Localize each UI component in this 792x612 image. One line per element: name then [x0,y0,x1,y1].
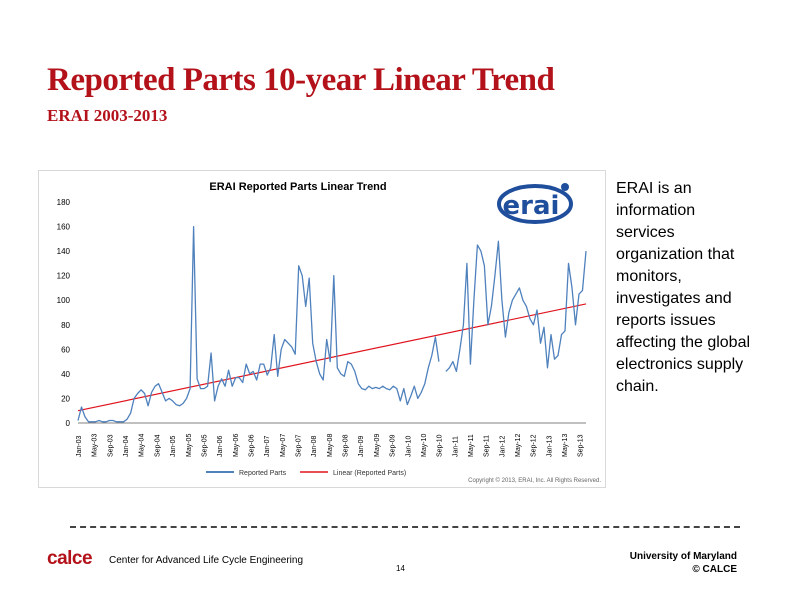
footer-copyright: © CALCE [692,564,737,575]
x-tick-label: Jan-04 [123,435,130,457]
x-tick-label: Jan-03 [76,435,83,457]
y-tick-label: 100 [57,296,71,305]
x-tick-label: May-06 [233,434,240,457]
y-tick-label: 120 [57,272,71,281]
x-tick-label: Sep-11 [484,435,491,457]
x-tick-label: May-11 [468,434,475,457]
y-tick-label: 0 [66,419,71,428]
x-tick-label: Sep-06 [248,434,255,457]
x-tick-label: Jan-06 [217,435,224,457]
erai-logo-ring [497,184,573,224]
chart-title: ERAI Reported Parts Linear Trend [209,181,386,193]
x-tick-label: Sep-07 [296,434,303,457]
erai-logo: erai [497,183,573,224]
x-tick-label: May-04 [139,434,146,457]
series-line-reported-parts [77,225,440,423]
x-tick-label: Jan-13 [546,435,553,457]
y-tick-label: 60 [61,345,70,354]
erai-logo-text: erai [503,191,560,221]
x-tick-label: Sep-12 [531,434,538,457]
x-tick-label: Sep-10 [437,434,444,457]
chart-figure: ERAI Reported Parts Linear Trend erai 0 2… [38,170,606,488]
y-tick-label: 80 [61,321,70,330]
x-tick-label: Sep-09 [390,434,397,457]
x-tick-label: May-08 [327,434,334,457]
x-tick-label: Sep-03 [107,434,114,457]
slide-title: Reported Parts 10-year Linear Trend [47,62,555,98]
x-tick-label: Sep-13 [578,434,585,457]
x-tick-label: May-03 [92,434,99,457]
x-tick-label: Jan-05 [170,435,177,457]
x-tick-label: May-12 [515,434,522,457]
y-tick-label: 20 [61,394,70,403]
x-tick-label: May-05 [186,434,193,457]
x-tick-label: May-13 [562,434,569,457]
y-tick-label: 140 [57,247,71,256]
y-tick-label: 160 [57,223,71,232]
calce-logo: calce [47,548,93,569]
slide-subtitle: ERAI 2003-2013 [47,106,168,125]
x-tick-label: Jan-07 [264,435,271,457]
x-tick-label: May-07 [280,434,287,457]
chart-copyright: Copyright © 2013, ERAI, Inc. All Rights … [468,477,601,484]
x-tick-label: Jan-12 [499,435,506,457]
series-line-reported-parts [445,240,587,373]
chart-frame [38,170,606,488]
erai-description: ERAI is an information services organiza… [616,180,751,395]
x-tick-label: May-10 [421,434,428,457]
trend-chart: ERAI Reported Parts Linear Trend erai 0 2… [38,170,606,488]
legend-label-reported: Reported Parts [239,470,287,477]
x-tick-label: Sep-04 [154,434,161,457]
x-tick-label: Jan-08 [311,435,318,457]
x-tick-label: Sep-05 [201,434,208,457]
footer-university: University of Maryland © CALCE [630,550,737,576]
footer-university-name: University of Maryland [629,551,737,562]
legend-label-linear: Linear (Reported Parts) [333,470,406,477]
x-tick-label: Jan-10 [405,435,412,457]
x-tick-label: Jan-09 [358,435,365,457]
chart-legend: Reported Parts Linear (Reported Parts) [206,470,406,477]
page-number: 14 [396,564,405,573]
x-tick-label: Sep-08 [343,434,350,457]
y-tick-label: 40 [61,370,70,379]
x-tick-label: Jan-11 [452,436,459,457]
x-tick-label: May-09 [374,434,381,457]
erai-logo-dot [561,183,569,191]
footer-divider [70,526,740,528]
footer-organization: Center for Advanced Life Cycle Engineeri… [109,555,304,566]
y-tick-label: 180 [57,198,71,207]
